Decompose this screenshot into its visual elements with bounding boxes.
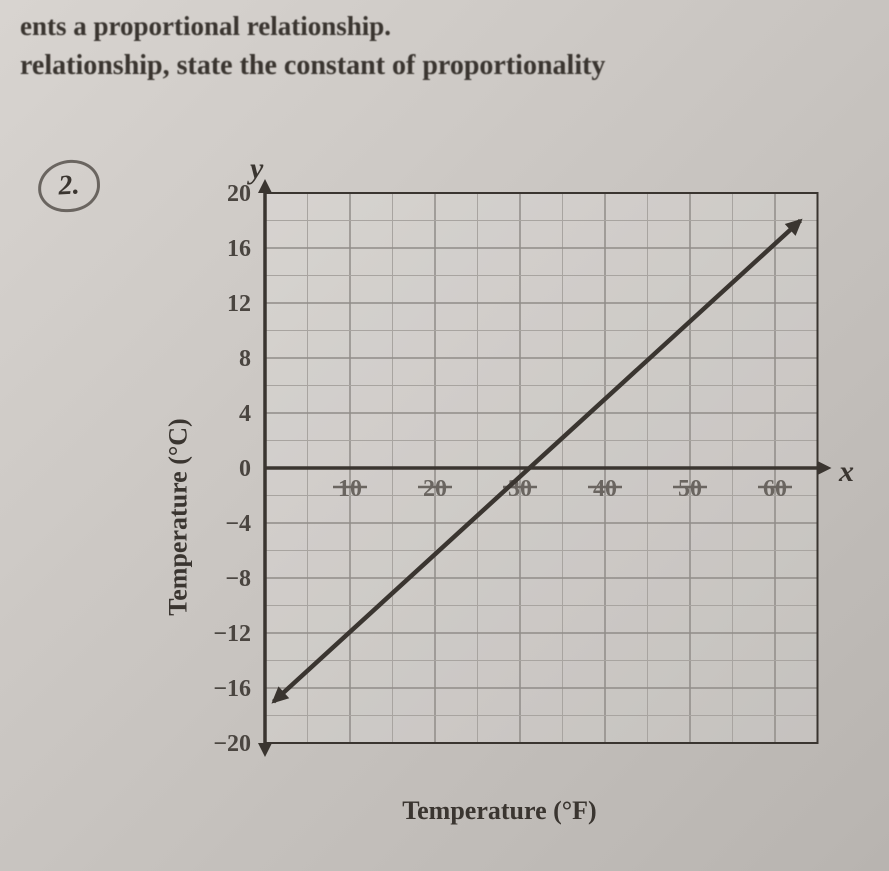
chart-container: y x Temperature (°C) Temperature (°F) 20… [100,150,860,830]
x-axis-title: Temperature (°F) [402,796,597,826]
question-line-1: ents a proportional relationship. [20,8,869,46]
svg-text:20: 20 [227,181,251,207]
svg-text:10: 10 [338,476,362,502]
y-axis-title: Temperature (°C) [164,418,194,615]
chart-svg: 201612840−4−8−12−16−20102030405060 [100,150,860,790]
svg-text:−16: −16 [213,676,251,702]
svg-text:30: 30 [508,476,532,502]
svg-text:0: 0 [239,456,251,482]
question-text: ents a proportional relationship. relati… [0,0,889,93]
svg-text:−20: −20 [213,731,251,757]
svg-text:50: 50 [678,476,702,502]
svg-text:40: 40 [593,476,617,502]
svg-text:−4: −4 [225,511,251,537]
svg-text:−12: −12 [213,621,251,647]
svg-text:4: 4 [239,401,251,427]
svg-text:20: 20 [423,476,447,502]
y-axis-letter: y [250,152,263,186]
svg-text:12: 12 [227,291,251,317]
problem-number-circle: 2. [37,158,102,213]
svg-text:16: 16 [227,236,251,262]
problem-number-label: 2. [58,169,81,202]
question-line-2: relationship, state the constant of prop… [20,46,869,85]
page-root: ents a proportional relationship. relati… [0,0,889,871]
svg-text:8: 8 [239,346,251,372]
x-axis-letter: x [839,455,854,489]
svg-text:−8: −8 [225,566,251,592]
svg-text:60: 60 [763,476,787,502]
